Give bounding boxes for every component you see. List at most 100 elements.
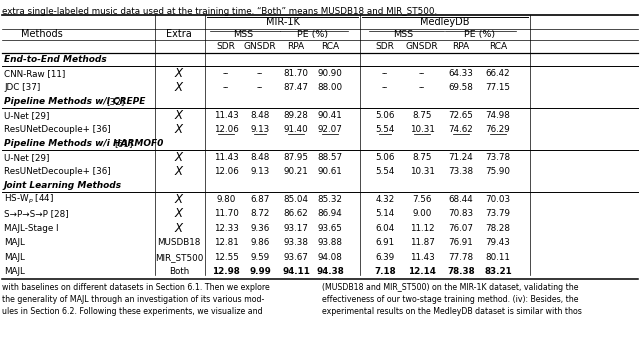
- Text: 90.90: 90.90: [317, 69, 342, 78]
- Text: 76.91: 76.91: [449, 238, 474, 247]
- Text: 83.21: 83.21: [484, 267, 512, 276]
- Text: 8.48: 8.48: [250, 111, 269, 120]
- Text: RCA: RCA: [489, 42, 507, 51]
- Text: 9.59: 9.59: [250, 253, 269, 262]
- Text: PE (%): PE (%): [298, 30, 328, 39]
- Text: 87.47: 87.47: [284, 83, 308, 92]
- Text: 76.29: 76.29: [486, 125, 510, 134]
- Text: $\mathit{X}$: $\mathit{X}$: [173, 109, 184, 122]
- Text: 8.75: 8.75: [412, 153, 432, 162]
- Text: 6.04: 6.04: [376, 224, 395, 233]
- Text: 79.43: 79.43: [486, 238, 511, 247]
- Text: MAJL: MAJL: [4, 238, 25, 247]
- Text: 68.44: 68.44: [449, 195, 474, 204]
- Text: 9.13: 9.13: [250, 167, 269, 176]
- Text: U-Net [29]: U-Net [29]: [4, 153, 49, 162]
- Text: HS-W$_p$ [44]: HS-W$_p$ [44]: [4, 193, 54, 206]
- Text: 5.54: 5.54: [375, 125, 395, 134]
- Text: 11.12: 11.12: [410, 224, 435, 233]
- Text: 86.94: 86.94: [317, 209, 342, 218]
- Text: $\mathit{X}$: $\mathit{X}$: [173, 193, 184, 206]
- Text: MSS: MSS: [233, 30, 253, 39]
- Text: 8.75: 8.75: [412, 111, 432, 120]
- Text: 81.70: 81.70: [284, 69, 308, 78]
- Text: 9.13: 9.13: [250, 125, 269, 134]
- Text: 74.98: 74.98: [486, 111, 511, 120]
- Text: Methods: Methods: [21, 29, 63, 39]
- Text: 93.38: 93.38: [284, 238, 308, 247]
- Text: 9.86: 9.86: [250, 238, 269, 247]
- Text: 75.90: 75.90: [486, 167, 511, 176]
- Text: 93.88: 93.88: [317, 238, 342, 247]
- Text: MAJL: MAJL: [4, 267, 25, 276]
- Text: 77.78: 77.78: [449, 253, 474, 262]
- Text: Both: Both: [169, 267, 189, 276]
- Text: MAJL-Stage I: MAJL-Stage I: [4, 224, 58, 233]
- Text: $\mathit{X}$: $\mathit{X}$: [173, 165, 184, 178]
- Text: 74.62: 74.62: [449, 125, 474, 134]
- Text: 4.32: 4.32: [376, 195, 395, 204]
- Text: MIR-1K: MIR-1K: [266, 17, 300, 27]
- Text: MSS: MSS: [394, 30, 413, 39]
- Text: GNSDR: GNSDR: [406, 42, 438, 51]
- Text: 6.39: 6.39: [376, 253, 395, 262]
- Text: $\mathit{X}$: $\mathit{X}$: [173, 207, 184, 220]
- Text: 72.65: 72.65: [449, 111, 474, 120]
- Text: 78.28: 78.28: [486, 224, 511, 233]
- Text: 85.32: 85.32: [317, 195, 342, 204]
- Text: --: --: [257, 69, 263, 78]
- Text: 69.58: 69.58: [449, 83, 474, 92]
- Text: 11.87: 11.87: [410, 238, 435, 247]
- Text: (MUSDB18 and MIR_ST500) on the MIR-1K dataset, validating the
effectiveness of o: (MUSDB18 and MIR_ST500) on the MIR-1K da…: [322, 283, 582, 316]
- Text: RCA: RCA: [321, 42, 339, 51]
- Text: 12.33: 12.33: [214, 224, 239, 233]
- Text: 73.79: 73.79: [486, 209, 511, 218]
- Text: 12.81: 12.81: [214, 238, 238, 247]
- Text: [61]: [61]: [114, 139, 132, 148]
- Text: --: --: [419, 69, 425, 78]
- Text: 11.43: 11.43: [214, 153, 238, 162]
- Text: 93.65: 93.65: [317, 224, 342, 233]
- Text: 90.21: 90.21: [284, 167, 308, 176]
- Text: SDR: SDR: [216, 42, 236, 51]
- Text: $\mathit{X}$: $\mathit{X}$: [173, 222, 184, 235]
- Text: MUSDB18: MUSDB18: [157, 238, 201, 247]
- Text: --: --: [382, 69, 388, 78]
- Text: 92.07: 92.07: [317, 125, 342, 134]
- Text: End-to-End Methods: End-to-End Methods: [4, 55, 107, 64]
- Text: 93.67: 93.67: [284, 253, 308, 262]
- Text: 10.31: 10.31: [410, 125, 435, 134]
- Text: Pipeline Methods w/i HARMOF0: Pipeline Methods w/i HARMOF0: [4, 139, 166, 148]
- Text: MAJL: MAJL: [4, 253, 25, 262]
- Text: ResUNetDecouple+ [36]: ResUNetDecouple+ [36]: [4, 167, 111, 176]
- Text: 12.06: 12.06: [214, 125, 238, 134]
- Text: extra single-labeled music data used at the training time. “Both” means MUSDB18 : extra single-labeled music data used at …: [2, 7, 437, 16]
- Text: Joint Learning Methods: Joint Learning Methods: [4, 181, 122, 190]
- Text: 9.80: 9.80: [216, 195, 236, 204]
- Text: 71.24: 71.24: [449, 153, 474, 162]
- Text: MedleyDB: MedleyDB: [420, 17, 470, 27]
- Text: $\mathit{X}$: $\mathit{X}$: [173, 151, 184, 164]
- Text: U-Net [29]: U-Net [29]: [4, 111, 49, 120]
- Text: 85.04: 85.04: [284, 195, 308, 204]
- Text: 11.43: 11.43: [214, 111, 238, 120]
- Text: 70.03: 70.03: [485, 195, 511, 204]
- Text: 94.08: 94.08: [317, 253, 342, 262]
- Text: 76.07: 76.07: [449, 224, 474, 233]
- Text: CNN-Raw [11]: CNN-Raw [11]: [4, 69, 65, 78]
- Text: 12.14: 12.14: [408, 267, 436, 276]
- Text: JDC [37]: JDC [37]: [4, 83, 40, 92]
- Text: 88.00: 88.00: [317, 83, 342, 92]
- Text: 80.11: 80.11: [486, 253, 511, 262]
- Text: $\mathit{X}$: $\mathit{X}$: [173, 123, 184, 136]
- Text: 73.78: 73.78: [485, 153, 511, 162]
- Text: 7.18: 7.18: [374, 267, 396, 276]
- Text: --: --: [257, 83, 263, 92]
- Text: 5.06: 5.06: [375, 111, 395, 120]
- Text: 93.17: 93.17: [284, 224, 308, 233]
- Text: 86.62: 86.62: [284, 209, 308, 218]
- Text: 7.56: 7.56: [412, 195, 432, 204]
- Text: PE (%): PE (%): [464, 30, 495, 39]
- Text: 11.43: 11.43: [410, 253, 435, 262]
- Text: 91.40: 91.40: [284, 125, 308, 134]
